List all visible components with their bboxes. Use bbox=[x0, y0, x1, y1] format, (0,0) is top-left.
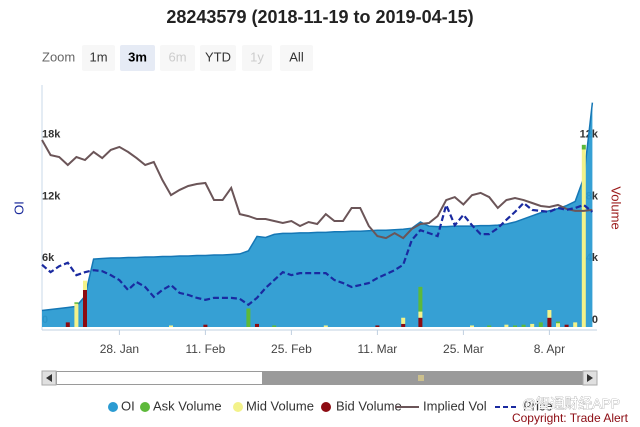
x-tick-label: 25. Mar bbox=[443, 342, 484, 356]
volume-bar bbox=[504, 324, 509, 327]
oi-area bbox=[42, 102, 593, 328]
scroll-grip bbox=[418, 375, 424, 381]
scroll-right-arrow bbox=[587, 374, 593, 382]
legend-item[interactable]: Mid Volume bbox=[233, 398, 314, 413]
y2-tick-label: 0 bbox=[592, 314, 598, 326]
price-line bbox=[41, 201, 594, 307]
volume-bar bbox=[521, 324, 526, 327]
legend-symbol[interactable] bbox=[233, 402, 243, 412]
x-tick-label: 25. Feb bbox=[271, 342, 312, 356]
iv-line bbox=[41, 139, 593, 240]
volume-bar bbox=[538, 322, 543, 327]
volume-bar bbox=[418, 286, 423, 312]
navigator[interactable] bbox=[41, 370, 598, 386]
y-tick-label: 18k bbox=[42, 129, 61, 141]
zoom-button-bg[interactable] bbox=[120, 45, 155, 71]
zoom-button-bg[interactable] bbox=[200, 45, 236, 71]
zoom-button: 6m bbox=[160, 45, 195, 71]
zoom-button-label[interactable]: All bbox=[289, 49, 304, 64]
zoom-button-bg[interactable] bbox=[82, 45, 115, 71]
zoom-button-label[interactable]: YTD bbox=[205, 49, 231, 64]
legend-label[interactable]: Mid Volume bbox=[246, 398, 314, 413]
zoom-button-bg bbox=[160, 45, 195, 71]
volume-bar bbox=[418, 317, 423, 327]
volume-bar bbox=[573, 322, 578, 327]
volume-bar bbox=[83, 289, 87, 327]
zoom-button: 1y bbox=[242, 45, 272, 71]
volume-bar bbox=[65, 322, 70, 327]
scroll-left-arrow bbox=[46, 374, 52, 382]
legend-item[interactable]: Bid Volume bbox=[321, 398, 402, 413]
legend-label[interactable]: Bid Volume bbox=[336, 398, 402, 413]
credits: Copyright: Trade Alert bbox=[512, 411, 629, 425]
legend-symbol[interactable] bbox=[321, 402, 331, 412]
volume-bar bbox=[272, 325, 277, 327]
volume-bar bbox=[564, 324, 569, 327]
legend-item[interactable]: Implied Vol bbox=[395, 398, 487, 413]
chart-title: 28243579 (2018-11-19 to 2019-04-15) bbox=[166, 7, 473, 27]
zoom-button-label: 6m bbox=[168, 49, 186, 64]
y-tick-label: 12k bbox=[42, 190, 61, 202]
legend-item[interactable]: OI bbox=[108, 398, 135, 413]
legend-symbol[interactable] bbox=[140, 402, 150, 412]
y2-axis-title: Volume bbox=[609, 186, 624, 229]
legend-label[interactable]: Ask Volume bbox=[153, 398, 222, 413]
x-tick-label: 11. Feb bbox=[185, 342, 225, 356]
x-tick-label: 28. Jan bbox=[100, 342, 139, 356]
volume-bar bbox=[418, 311, 423, 318]
volume-bar bbox=[556, 323, 560, 327]
zoom-button-bg[interactable] bbox=[280, 45, 313, 71]
zoom-button-bg bbox=[242, 45, 272, 71]
volume-bar bbox=[530, 323, 535, 327]
zoom-button[interactable]: All bbox=[280, 45, 313, 71]
legend-symbol[interactable] bbox=[108, 402, 118, 412]
scrollbar-window[interactable] bbox=[57, 372, 262, 384]
volume-bar bbox=[401, 317, 406, 324]
zoom-button[interactable]: 3m bbox=[120, 45, 155, 71]
zoom-button-label[interactable]: 1m bbox=[89, 49, 107, 64]
zoom-button-label[interactable]: 3m bbox=[128, 49, 147, 64]
watermark: @智通财经APP bbox=[522, 396, 620, 412]
legend-item[interactable]: Price bbox=[495, 398, 553, 413]
y-tick-label: 6k bbox=[42, 252, 55, 264]
legend-label[interactable]: OI bbox=[121, 398, 135, 413]
volume-bar bbox=[547, 317, 552, 327]
plot-area bbox=[41, 102, 594, 328]
zoom-button[interactable]: 1m bbox=[82, 45, 115, 71]
volume-bar bbox=[581, 144, 586, 150]
volume-bar bbox=[74, 302, 79, 304]
zoom-button-label: 1y bbox=[250, 49, 264, 64]
volume-bar bbox=[323, 325, 328, 327]
volume-bar bbox=[74, 303, 79, 327]
volume-bar bbox=[255, 323, 259, 327]
volume-bar bbox=[83, 280, 87, 290]
volume-bar bbox=[547, 310, 552, 318]
legend-label[interactable]: Price bbox=[523, 398, 553, 413]
volume-bar bbox=[169, 325, 173, 327]
zoom-label: Zoom bbox=[42, 49, 75, 64]
x-tick-label: 8. Apr bbox=[534, 342, 565, 356]
volume-bar bbox=[581, 149, 586, 327]
legend-item[interactable]: Ask Volume bbox=[140, 398, 222, 413]
zoom-button[interactable]: YTD bbox=[200, 45, 236, 71]
volume-bar bbox=[246, 308, 251, 327]
volume-bar bbox=[470, 325, 474, 327]
volume-bar bbox=[513, 325, 517, 327]
volume-bar bbox=[556, 321, 560, 324]
y-axis-title: OI bbox=[11, 201, 26, 215]
x-tick-label: 11. Mar bbox=[358, 342, 398, 356]
volume-bar bbox=[203, 324, 208, 327]
volume-bar bbox=[375, 325, 380, 327]
legend-label[interactable]: Implied Vol bbox=[423, 398, 487, 413]
volume-bar bbox=[401, 323, 406, 327]
volume-bar bbox=[487, 325, 492, 327]
